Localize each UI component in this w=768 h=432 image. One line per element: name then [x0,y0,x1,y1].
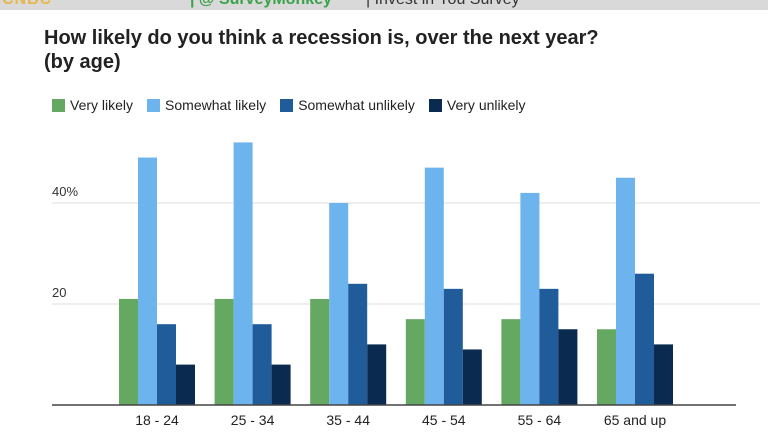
bar-somewhat-unlikely-35-44 [348,283,368,405]
bar-very-unlikely-45-54 [462,349,482,405]
bar-somewhat-unlikely-45-54 [443,288,463,405]
bar-somewhat-likely-55-64 [520,192,540,405]
chart-title-text: How likely do you think a recession is, … [44,27,599,49]
bar-very-likely-45-54 [405,319,425,405]
legend-item-very-unlikely: Very unlikely [428,97,526,113]
top-banner: CNBC | @ SurveyMonkey | Invest in You Su… [0,0,768,10]
bar-somewhat-unlikely-18-24 [157,324,176,405]
legend-item-somewhat-unlikely: Somewhat unlikely [280,97,415,113]
legend-label-somewhat-likely: Somewhat likely [165,97,267,113]
legend-label-very-unlikely: Very unlikely [446,97,526,113]
bar-very-unlikely-25-34 [271,364,291,405]
chart-title: How likely do you think a recession is, … [44,26,664,74]
legend-swatch-somewhat-unlikely [280,98,294,112]
bar-somewhat-unlikely-25-34 [252,324,272,405]
x-tick-label: 65 and up [604,412,666,428]
legend-item-very-likely: Very likely [52,97,133,113]
bar-very-likely-55-64 [501,319,521,405]
bar-very-likely-25-34 [214,298,234,405]
bar-very-likely-18-24 [119,298,138,405]
bar-very-unlikely-18-24 [176,364,195,405]
banner-tag: | Invest in You Survey [366,0,520,9]
bar-very-unlikely-65-and-up [654,344,673,405]
bar-somewhat-likely-35-44 [329,203,349,405]
y-tick-label: 20 [52,285,66,300]
bar-somewhat-likely-18-24 [138,157,157,405]
bar-very-likely-35-44 [310,298,330,405]
x-tick-label: 45 - 54 [422,412,466,428]
legend-swatch-somewhat-likely [147,98,161,112]
bar-very-unlikely-35-44 [367,344,387,405]
bar-somewhat-likely-45-54 [424,167,444,405]
bar-very-likely-65-and-up [597,329,616,405]
x-tick-label: 55 - 64 [518,412,562,428]
bar-somewhat-likely-25-34 [233,142,253,405]
bar-somewhat-unlikely-65-and-up [635,273,654,405]
bar-very-unlikely-55-64 [558,329,578,405]
y-tick-label: 40% [52,184,78,199]
legend-item-somewhat-likely: Somewhat likely [147,97,266,113]
bar-somewhat-unlikely-55-64 [539,288,559,405]
brand-logo: CNBC [2,0,52,9]
chart-legend: Very likely Somewhat likely Somewhat unl… [52,95,540,115]
chart-subtitle: (by age) [44,51,121,73]
x-tick-label: 25 - 34 [231,412,275,428]
bar-somewhat-likely-65-and-up [616,177,635,405]
legend-label-somewhat-unlikely: Somewhat unlikely [298,97,415,113]
legend-swatch-very-likely [52,98,65,112]
banner-handle: | @ SurveyMonkey [190,0,332,9]
x-tick-label: 35 - 44 [326,412,370,428]
legend-label-very-likely: Very likely [70,97,134,113]
x-tick-label: 18 - 24 [135,412,179,428]
legend-swatch-very-unlikely [428,98,442,112]
